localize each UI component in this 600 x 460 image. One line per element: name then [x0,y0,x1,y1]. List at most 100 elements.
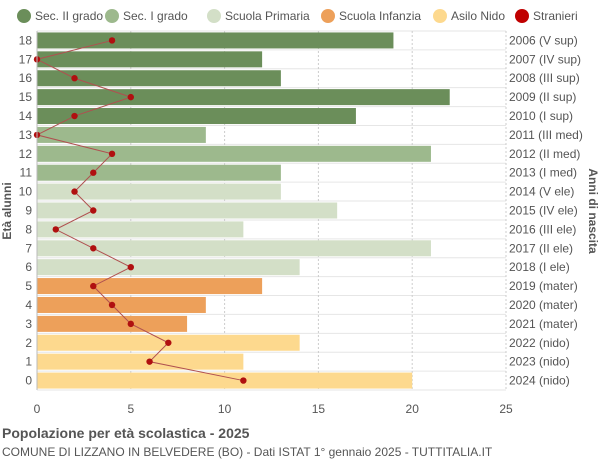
legend-marker [207,9,221,23]
age-label: 12 [19,147,33,161]
legend: Sec. II grado Sec. I grado Scuola Primaria… [17,9,578,23]
legend-marker [105,9,119,23]
bar [37,296,206,313]
x-tick-label: 20 [406,402,420,416]
legend-marker [515,9,529,23]
age-label: 7 [25,241,32,255]
birth-year-label: 2020 (mater) [509,298,578,312]
age-label: 18 [19,33,33,47]
grid [36,30,507,391]
age-label: 3 [25,317,32,331]
birth-year-label: 2021 (mater) [509,317,578,331]
birth-year-label: 2008 (III sup) [509,71,580,85]
x-tick-label: 5 [127,402,134,416]
age-label: 5 [25,279,32,293]
stranieri-point [165,339,172,346]
age-label: 11 [20,166,33,180]
birth-year-label: 2013 (I med) [509,166,577,180]
stranieri-point [90,245,97,252]
bar [37,240,431,257]
bar [37,126,206,143]
stranieri-point [127,320,134,328]
birth-year-label: 2016 (III ele) [509,222,576,236]
bar [37,164,281,181]
bar [37,183,281,200]
stranieri-point [71,112,78,120]
birth-year-label: 2019 (mater) [509,279,578,293]
bar [37,315,188,332]
legend-marker [433,9,447,23]
age-label: 6 [25,260,32,274]
legend-marker [17,9,31,23]
stranieri-point [71,75,78,82]
bar [37,353,244,370]
age-label: 15 [19,90,33,104]
stranieri-point [127,93,134,101]
age-label: 13 [19,128,33,142]
stranieri-point [127,263,134,271]
birth-year-label: 2006 (V sup) [509,33,578,47]
age-label: 8 [25,222,32,236]
stranieri-point [71,188,78,195]
x-tick-label: 15 [312,402,326,416]
bar [37,278,263,295]
bar [37,32,394,49]
legend-marker [321,9,335,23]
birth-year-label: 2015 (IV ele) [509,204,578,218]
legend-label: Asilo Nido [451,9,505,23]
stranieri-point [108,150,116,158]
age-label: 2 [25,336,32,350]
bar [37,145,431,162]
bar [37,51,263,68]
stranieri-point [146,358,153,365]
age-label: 16 [19,71,33,85]
y-axis-label-right: Anni di nascita [586,168,600,254]
stranieri-point [108,37,116,44]
stranieri-point [90,282,97,290]
age-label: 9 [25,204,32,218]
bar [37,259,300,276]
legend-label: Scuola Primaria [225,9,310,23]
bar [37,372,413,389]
birth-year-label: 2018 (I ele) [509,260,570,274]
birth-year-label: 2012 (II med) [509,147,580,161]
x-tick-label: 0 [34,402,41,416]
x-tick-label: 10 [218,402,232,416]
age-label: 17 [19,52,33,66]
bar [37,221,244,238]
chart-subtitle: COMUNE DI LIZZANO IN BELVEDERE (BO) - Da… [2,445,493,459]
age-label: 0 [25,374,32,388]
bar [37,108,356,125]
age-label: 4 [25,298,32,312]
age-label: 14 [19,109,33,123]
birth-year-label: 2017 (II ele) [509,241,573,255]
bar [37,202,338,219]
legend-label: Scuola Infanzia [339,9,421,23]
birth-year-label: 2007 (IV sup) [509,52,581,66]
y-axis-label-left: Età alunni [0,182,14,239]
stranieri-line [33,37,247,384]
birth-year-label: 2009 (II sup) [509,90,576,104]
bar [37,89,450,106]
chart-title: Popolazione per età scolastica - 2025 [2,425,250,441]
stranieri-point [240,377,247,384]
age-label: 10 [19,185,33,199]
x-tick-label: 25 [499,402,513,416]
birth-year-label: 2022 (nido) [509,336,570,350]
age-label: 1 [25,355,32,369]
legend-label: Sec. I grado [123,9,188,23]
legend-label: Sec. II grado [35,9,103,23]
birth-year-label: 2023 (nido) [509,355,570,369]
birth-year-label: 2011 (III med) [509,128,583,142]
birth-year-label: 2010 (I sup) [509,109,573,123]
bar [37,70,281,87]
stranieri-point [90,169,97,176]
stranieri-point [52,226,59,233]
bars [37,32,450,389]
stranieri-point [90,207,97,214]
stranieri-point [108,301,116,309]
legend-label: Stranieri [533,9,578,23]
